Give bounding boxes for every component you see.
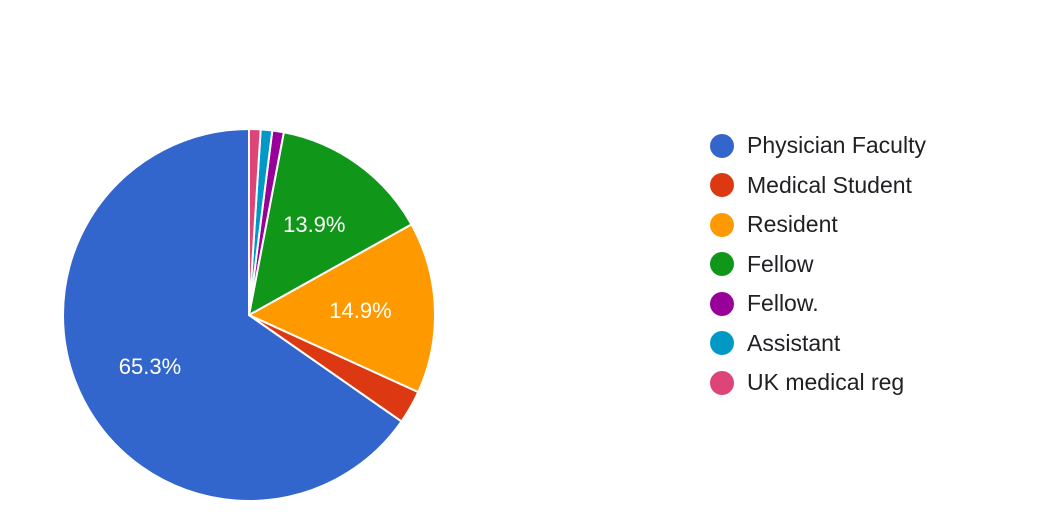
legend-item-4[interactable]: Fellow. xyxy=(710,284,926,324)
legend-swatch-icon xyxy=(710,252,734,277)
pie-slice-0[interactable] xyxy=(61,128,403,502)
legend-item-5[interactable]: Assistant xyxy=(710,324,926,364)
legend-label: Resident xyxy=(747,211,838,238)
pie-slice-label-3: 13.9% xyxy=(283,212,345,237)
legend-item-0[interactable]: Physician Faculty xyxy=(710,126,926,166)
legend-label: Medical Student xyxy=(747,171,912,198)
legend-swatch-icon xyxy=(710,133,734,158)
pie-slice-2[interactable] xyxy=(248,223,436,394)
pie-slice-3[interactable] xyxy=(248,131,413,316)
pie-slice-label-2: 14.9% xyxy=(329,298,391,323)
pie-slice-label-0: 65.3% xyxy=(119,354,181,379)
legend-label: Assistant xyxy=(747,329,841,356)
legend-label: Physician Faculty xyxy=(747,132,926,159)
legend-swatch-icon xyxy=(710,331,734,356)
legend-swatch-icon xyxy=(710,212,734,237)
legend-label: UK medical reg xyxy=(747,369,905,396)
legend-item-6[interactable]: UK medical reg xyxy=(710,363,926,403)
legend-swatch-icon xyxy=(710,370,734,395)
legend-item-2[interactable]: Resident xyxy=(710,205,926,245)
legend-item-3[interactable]: Fellow xyxy=(710,245,926,285)
legend-item-1[interactable]: Medical Student xyxy=(710,166,926,206)
legend-label: Fellow. xyxy=(747,290,819,317)
legend-label: Fellow xyxy=(747,250,814,277)
pie-slice-6[interactable] xyxy=(248,128,262,316)
legend: Physician Faculty Medical Student Resident… xyxy=(710,126,926,403)
pie-labels: 65.3% 14.9% 13.9% xyxy=(119,212,392,379)
legend-swatch-icon xyxy=(710,173,734,198)
legend-swatch-icon xyxy=(710,291,734,316)
pie-slices xyxy=(61,128,436,502)
